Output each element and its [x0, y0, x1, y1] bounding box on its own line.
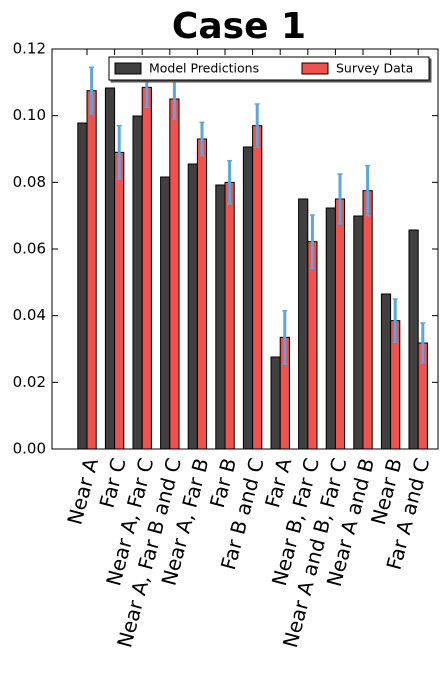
bar	[325, 207, 336, 450]
y-tick-label: 0.04	[13, 306, 46, 324]
bar	[141, 86, 152, 450]
bar	[380, 293, 392, 450]
bar	[307, 241, 318, 450]
bar	[77, 122, 88, 450]
bar	[270, 356, 281, 450]
legend-swatch	[301, 62, 329, 75]
legend	[108, 56, 430, 81]
bar	[334, 198, 346, 450]
bar	[215, 184, 226, 450]
bar	[362, 190, 373, 450]
bar	[353, 215, 364, 450]
bar	[104, 87, 116, 450]
y-tick-label: 0.06	[13, 240, 46, 258]
y-tick-label: 0.02	[13, 373, 46, 391]
bar	[114, 151, 125, 450]
y-tick-label: 0.12	[13, 40, 46, 58]
bar	[224, 181, 235, 450]
bar	[169, 98, 180, 450]
bar	[408, 229, 419, 450]
legend-swatch	[114, 62, 142, 75]
bar	[298, 198, 309, 450]
legend-label: Survey Data	[336, 61, 413, 76]
bar	[86, 90, 97, 450]
y-tick-label: 0.10	[13, 106, 46, 124]
y-tick-label: 0.00	[13, 440, 46, 458]
bar	[160, 176, 171, 450]
bar	[187, 163, 198, 450]
bar	[196, 138, 208, 450]
y-tick-label: 0.08	[13, 173, 46, 191]
plot-frame	[51, 48, 439, 450]
bar	[132, 115, 143, 450]
legend-label: Model Predictions	[149, 61, 259, 76]
bar	[242, 146, 254, 450]
chart-title: Case 1	[172, 6, 306, 47]
bar	[252, 125, 263, 450]
